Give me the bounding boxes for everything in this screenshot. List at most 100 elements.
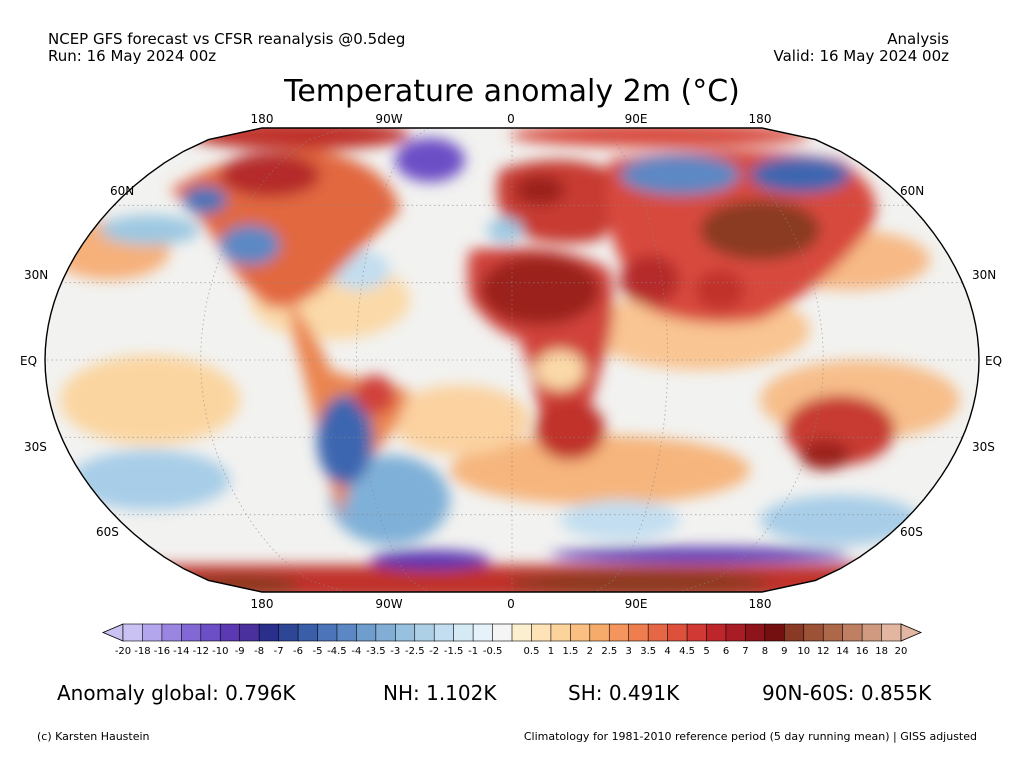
graticule-lon-line <box>200 128 346 592</box>
lon-label-top-90w: 90W <box>375 112 403 126</box>
colorbar-tick-label: 4 <box>664 646 671 657</box>
colorbar-tick-label: -6 <box>293 646 303 657</box>
india-hot <box>695 270 745 310</box>
colorbar-tick-label: 8 <box>761 646 769 657</box>
colorbar-swatch <box>472 623 494 642</box>
colorbar-tick-label: -2 <box>429 646 440 657</box>
colorbar-tick-label: 5 <box>703 646 710 657</box>
colorbar-swatch <box>278 623 299 642</box>
model-description: NCEP GFS forecast vs CFSR reanalysis @0.… <box>48 30 406 48</box>
colorbar-swatch <box>725 623 747 642</box>
colorbar-swatch <box>589 623 610 642</box>
colorbar-swatch <box>181 623 202 642</box>
colorbar-tick-label: 10 <box>797 646 811 657</box>
colorbar-tick-label: -8 <box>254 646 265 657</box>
colorbar-tick-label: 14 <box>836 646 849 657</box>
lat-label-left-30s: 30S <box>24 440 47 454</box>
colorbar-tick-label: 18 <box>875 646 888 657</box>
colorbar-swatch <box>336 623 358 642</box>
lat-label-right-30s: 30S <box>972 440 995 454</box>
east-siberia-cold <box>750 157 850 193</box>
colorbar-swatch <box>239 623 260 642</box>
lon-label-top-180w: 180 <box>250 112 274 126</box>
colorbar-tick-label: -9 <box>234 646 245 657</box>
colorbar-swatch <box>881 623 902 642</box>
lat-label-right-eq: EQ <box>985 354 1003 368</box>
map-title: Temperature anomaly 2m (°C) <box>284 74 740 109</box>
antarctic-coast-cold <box>550 547 850 563</box>
colorbar-swatch <box>161 623 183 642</box>
southern-africa-hot <box>535 400 605 460</box>
nh-anomaly: NH: 1.102K <box>383 681 497 705</box>
colorbar <box>101 623 923 642</box>
colorbar-tick-label: -3 <box>390 646 401 657</box>
colorbar-swatch <box>142 623 163 642</box>
colorbar-swatch <box>375 623 397 642</box>
colorbar-swatch <box>861 623 883 642</box>
scandinavia-very-hot <box>515 175 565 205</box>
colorbar-tick-label: 3.5 <box>640 646 657 657</box>
colorbar-swatch <box>122 623 144 642</box>
middle-east-hot <box>620 255 680 305</box>
warm-ocean-pacific-south <box>60 355 240 445</box>
colorbar-swatch <box>745 623 766 642</box>
colorbar-tick-label: -3.5 <box>366 646 386 657</box>
sahara-very-hot <box>480 255 600 325</box>
colorbar-swatch <box>686 623 708 642</box>
colorbar-swatch <box>258 623 280 642</box>
canada-hot <box>220 153 320 197</box>
colorbar-swatch <box>200 623 221 642</box>
colorbar-swatch <box>706 623 727 642</box>
colorbar-swatch <box>667 623 688 642</box>
globe-outline <box>44 127 980 593</box>
colorbar-swatch <box>219 623 241 642</box>
colorbar-tick-label: 12 <box>816 646 830 657</box>
lon-label-bottom-90e: 90E <box>624 597 648 611</box>
alaska-cold <box>183 186 227 214</box>
graticule-lon-line <box>595 128 669 592</box>
cool-ocean-gulf-of-alaska <box>100 215 200 245</box>
colorbar-tick-label: -2.5 <box>405 646 425 657</box>
colorbar-tick-label: -16 <box>153 646 171 657</box>
arctic-anomaly: 90N-60S: 0.855K <box>762 681 932 705</box>
colorbar-tick-label: -1.5 <box>443 646 464 657</box>
lon-label-bottom-180w: 180 <box>250 597 274 611</box>
iberia-cool <box>487 218 523 242</box>
colorbar-swatch <box>531 623 552 642</box>
colorbar-swatch <box>356 623 377 642</box>
lat-label-right-60s: 60S <box>900 525 923 539</box>
colorbar-swatch <box>628 623 649 642</box>
lon-label-top-0: 0 <box>507 112 515 126</box>
arctic-hot <box>190 128 410 150</box>
colorbar-tick-label: -20 <box>114 646 132 657</box>
colorbar-tick-label: 1 <box>547 646 555 657</box>
colorbar-tick-label: 2 <box>586 646 593 657</box>
colorbar-tick-label: 20 <box>894 646 908 657</box>
colorbar-swatch <box>453 623 474 642</box>
colorbar-tick-label: -0.5 <box>482 646 503 657</box>
colorbar-swatch <box>394 623 416 642</box>
colorbar-tick-label: -7 <box>273 646 284 657</box>
valid-time: Valid: 16 May 2024 00z <box>773 47 949 65</box>
run-time: Run: 16 May 2024 00z <box>48 47 217 65</box>
colorbar-right-arrow <box>900 623 923 642</box>
lon-label-bottom-90w: 90W <box>375 597 403 611</box>
graticule-lon-line <box>355 128 429 592</box>
colorbar-tick-label: 4.5 <box>679 646 696 657</box>
graticule-lon-line <box>678 128 824 592</box>
lon-label-bottom-180e: 180 <box>748 597 772 611</box>
colorbar-swatch <box>492 623 513 642</box>
colorbar-tick-label: -1 <box>468 646 479 657</box>
copyright: (c) Karsten Haustein <box>37 730 150 743</box>
colorbar-tick-label: -14 <box>173 646 190 657</box>
colorbar-swatch <box>783 623 805 642</box>
cool-ocean-south-pacific <box>70 450 230 510</box>
north-america-warm <box>170 150 400 308</box>
colorbar-tick-label: -5 <box>312 646 323 657</box>
graticule <box>45 128 979 592</box>
china-extreme-hot <box>700 200 820 260</box>
colorbar-swatch <box>317 623 338 642</box>
brazil-hot <box>355 375 395 415</box>
weddell-sea-cold <box>370 550 490 570</box>
colorbar-swatch <box>570 623 591 642</box>
